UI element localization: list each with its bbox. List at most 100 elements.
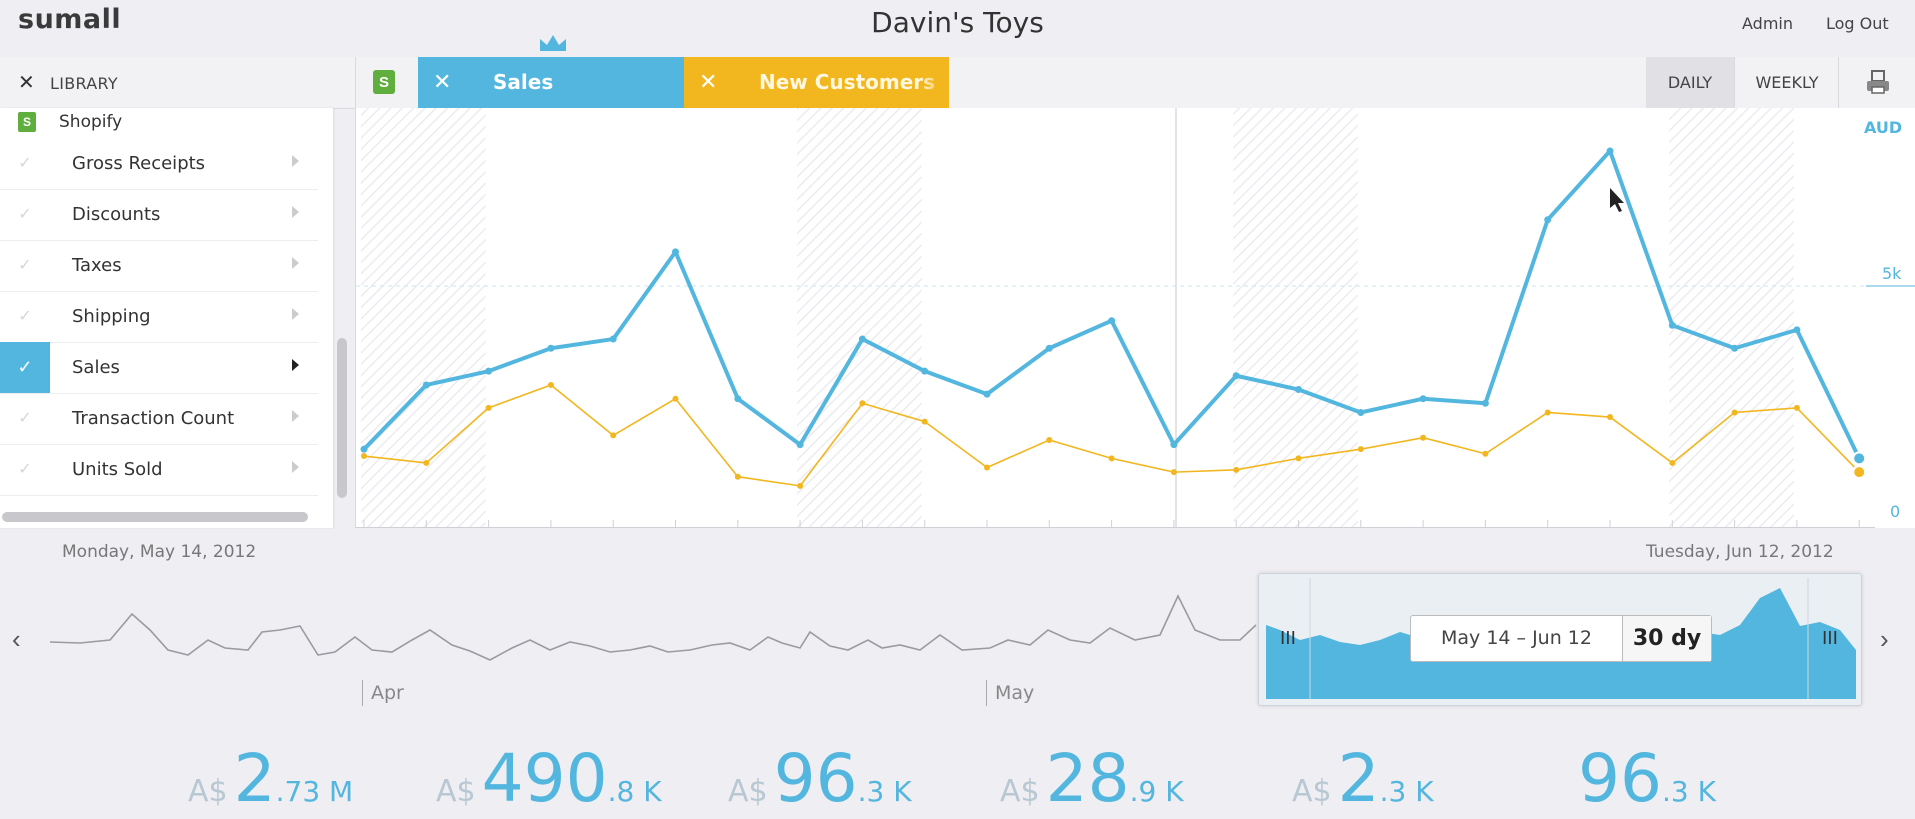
timeline-next-arrow[interactable]: ›: [1880, 624, 1889, 654]
data-point[interactable]: [1108, 455, 1115, 462]
sidebar-item-taxes[interactable]: ✓ Taxes: [0, 240, 318, 292]
data-point[interactable]: [1357, 408, 1365, 416]
stat-suffix: .3 K: [1379, 775, 1434, 808]
tab-new-customers[interactable]: ✕ New Customers: [684, 57, 949, 108]
check-icon[interactable]: ✓: [18, 257, 32, 274]
sidebar-item-label: Transaction Count: [72, 408, 235, 429]
stat-currency: A$: [728, 774, 768, 809]
data-point[interactable]: [610, 432, 617, 439]
series-new-customers[interactable]: [361, 381, 1867, 489]
data-point[interactable]: [360, 445, 368, 453]
sidebar-item-label: Units Sold: [72, 459, 163, 480]
mouse-cursor-icon: [1610, 188, 1624, 212]
check-icon[interactable]: ✓: [18, 206, 32, 223]
data-point[interactable]: [547, 381, 554, 388]
data-point[interactable]: [1731, 344, 1739, 352]
data-point[interactable]: [1482, 450, 1489, 457]
data-point[interactable]: [921, 367, 929, 375]
data-point[interactable]: [1669, 459, 1676, 466]
line-chart[interactable]: [356, 108, 1915, 528]
source-header-shopify[interactable]: S Shopify: [0, 108, 333, 138]
sidebar-vertical-scrollbar[interactable]: [337, 338, 347, 498]
data-point[interactable]: [423, 459, 430, 466]
data-point[interactable]: [1852, 451, 1867, 466]
data-point[interactable]: [1170, 441, 1178, 449]
data-point[interactable]: [734, 473, 741, 480]
data-point[interactable]: [1606, 147, 1614, 155]
data-point[interactable]: [734, 395, 742, 403]
data-point[interactable]: [1419, 395, 1427, 403]
check-icon[interactable]: ✓: [0, 342, 50, 393]
data-point[interactable]: [422, 381, 430, 389]
data-point[interactable]: [547, 344, 555, 352]
chevron-right-icon: [292, 206, 299, 218]
timeline-prev-arrow[interactable]: ‹: [12, 624, 21, 654]
check-icon[interactable]: ✓: [18, 308, 32, 325]
data-point[interactable]: [1607, 414, 1613, 421]
data-point[interactable]: [983, 390, 991, 398]
data-point[interactable]: [1420, 434, 1427, 441]
sidebar-item-discounts[interactable]: ✓ Discounts: [0, 189, 318, 241]
data-point[interactable]: [361, 453, 367, 460]
data-point[interactable]: [1045, 344, 1053, 352]
check-icon[interactable]: ✓: [18, 461, 32, 478]
data-point[interactable]: [1481, 399, 1489, 407]
chevron-right-icon: [292, 308, 299, 320]
tab-fade: [919, 57, 949, 108]
data-point[interactable]: [1170, 469, 1177, 476]
data-point[interactable]: [672, 395, 679, 402]
sidebar-item-units-sold[interactable]: ✓ Units Sold: [0, 444, 318, 496]
sidebar-item-transaction-count[interactable]: ✓ Transaction Count: [0, 393, 318, 445]
data-point[interactable]: [1793, 404, 1800, 411]
stat-taxes: A$28.9 K: [1000, 740, 1184, 817]
stat-suffix: .9 K: [1129, 775, 1184, 808]
admin-link[interactable]: Admin: [1742, 14, 1793, 33]
weekly-button[interactable]: WEEKLY: [1734, 57, 1839, 108]
data-point[interactable]: [1108, 317, 1116, 325]
data-point[interactable]: [1046, 437, 1053, 443]
data-point[interactable]: [1544, 409, 1551, 416]
logout-link[interactable]: Log Out: [1826, 14, 1889, 33]
close-tab-icon[interactable]: ✕: [699, 69, 718, 94]
sumall-logo[interactable]: sumall: [18, 4, 122, 35]
sidebar-item-shipping[interactable]: ✓ Shipping: [0, 291, 318, 343]
range-left-handle[interactable]: III: [1280, 628, 1296, 649]
data-point[interactable]: [1852, 465, 1867, 480]
data-point[interactable]: [858, 335, 866, 343]
data-point[interactable]: [1544, 216, 1552, 224]
data-point[interactable]: [984, 464, 990, 471]
stat-value: 96: [773, 740, 858, 817]
data-point[interactable]: [1232, 372, 1240, 380]
check-icon[interactable]: ✓: [18, 410, 32, 427]
print-button[interactable]: [1838, 57, 1915, 108]
data-point[interactable]: [1295, 455, 1302, 462]
sidebar-item-sales[interactable]: ✓ Sales: [0, 342, 318, 394]
data-point[interactable]: [859, 400, 866, 407]
data-point[interactable]: [485, 367, 493, 375]
data-point[interactable]: [1233, 466, 1240, 473]
data-point[interactable]: [1357, 446, 1364, 453]
data-point[interactable]: [796, 441, 804, 449]
data-point[interactable]: [609, 335, 617, 343]
data-point[interactable]: [1668, 321, 1676, 329]
sidebar-item-gross-receipts[interactable]: ✓ Gross Receipts: [0, 138, 318, 190]
main-chart[interactable]: AUD 5k 0: [355, 108, 1915, 528]
tab-sales[interactable]: ✕ Sales: [418, 57, 684, 108]
stat-value: 490: [481, 740, 608, 817]
series-sales[interactable]: [360, 147, 1867, 466]
close-tab-icon[interactable]: ✕: [433, 69, 452, 94]
data-point[interactable]: [1793, 326, 1801, 334]
data-point[interactable]: [1731, 409, 1738, 416]
data-point[interactable]: [1295, 386, 1302, 394]
sidebar-horizontal-scrollbar[interactable]: [2, 512, 308, 522]
close-library-icon[interactable]: ✕: [18, 72, 35, 94]
source-name: Shopify: [59, 112, 123, 132]
daily-button[interactable]: DAILY: [1646, 57, 1734, 108]
data-point[interactable]: [921, 418, 928, 425]
data-point[interactable]: [485, 404, 492, 411]
data-point[interactable]: [797, 482, 804, 489]
range-summary[interactable]: May 14 – Jun 12 30 dy: [1410, 615, 1712, 662]
range-right-handle[interactable]: III: [1822, 628, 1838, 649]
check-icon[interactable]: ✓: [18, 155, 32, 172]
data-point[interactable]: [672, 248, 679, 256]
